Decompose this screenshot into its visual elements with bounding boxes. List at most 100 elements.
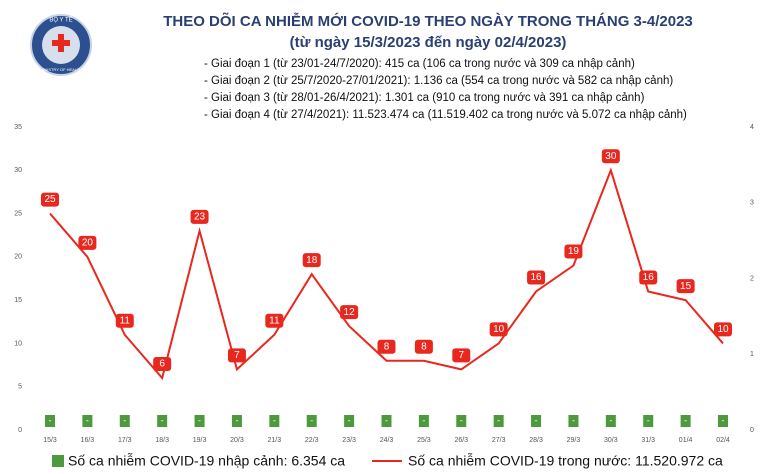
bar [568, 415, 579, 427]
bar [306, 415, 317, 427]
value-label: 8 [421, 341, 427, 352]
value-label-bg [414, 339, 433, 354]
value-label-bg [78, 235, 97, 250]
value-label: 11 [269, 315, 280, 326]
x-tick-label: 17/3 [118, 437, 132, 444]
value-label-bg [227, 348, 246, 363]
y2-tick-label: 3 [750, 200, 754, 207]
y-tick-label: 10 [14, 340, 22, 347]
x-tick-label: 27/3 [492, 437, 506, 444]
legend-label: Số ca nhiễm COVID-19 nhập cảnh: 6.354 ca [68, 453, 345, 469]
value-label: 25 [44, 194, 56, 205]
value-label: - [497, 415, 500, 425]
y2-tick-label: 4 [750, 124, 754, 131]
value-label: - [572, 415, 575, 425]
bar [680, 415, 691, 427]
x-tick-label: 22/3 [305, 437, 319, 444]
value-label-bg [153, 357, 172, 372]
bar [493, 415, 504, 427]
x-tick-label: 20/3 [230, 437, 244, 444]
value-label-bg [601, 149, 620, 164]
value-label-bg [41, 192, 59, 207]
bar [718, 415, 728, 427]
logo-cross [58, 34, 64, 52]
value-label: 7 [234, 350, 240, 361]
chart-title: THEO DÕI CA NHIỄM MỚI COVID-19 THEO NGÀY… [163, 12, 693, 30]
x-tick-label: 19/3 [193, 437, 207, 444]
value-label-bg [527, 270, 546, 285]
value-label: - [123, 415, 126, 425]
x-tick-label: 23/3 [342, 437, 356, 444]
y-tick-label: 5 [18, 384, 22, 391]
bar [82, 415, 93, 427]
y-tick-label: 35 [14, 124, 22, 131]
value-label: - [310, 415, 313, 425]
logo-text: MINISTRY OF HEALTH [40, 67, 82, 72]
value-label: - [49, 415, 52, 425]
y-tick-label: 30 [14, 167, 22, 174]
bar [45, 415, 55, 427]
x-tick-label: 16/3 [81, 437, 95, 444]
x-tick-label: 24/3 [380, 437, 394, 444]
value-label: 20 [82, 237, 94, 248]
x-tick-label: 31/3 [641, 437, 655, 444]
bar [605, 415, 616, 427]
value-label-bg [714, 322, 732, 337]
value-label-bg [489, 322, 508, 337]
value-label: 10 [717, 324, 729, 335]
value-label: - [722, 415, 725, 425]
value-label-bg [115, 313, 134, 328]
value-label-bg [340, 305, 359, 320]
value-label: 30 [605, 151, 617, 162]
x-tick-label: 26/3 [454, 437, 468, 444]
x-tick-label: 01/4 [679, 437, 693, 444]
value-label: - [198, 415, 201, 425]
value-label: - [647, 415, 650, 425]
value-label: - [422, 415, 425, 425]
bar [531, 415, 542, 427]
x-tick-label: 29/3 [567, 437, 581, 444]
value-label: 18 [306, 255, 318, 266]
value-label: - [535, 415, 538, 425]
value-label: 19 [568, 246, 580, 257]
value-label: 11 [120, 315, 131, 326]
value-label: - [460, 415, 463, 425]
value-label: - [684, 415, 687, 425]
x-tick-label: 28/3 [529, 437, 543, 444]
bar [344, 415, 355, 427]
y2-tick-label: 2 [750, 275, 754, 282]
value-label: 6 [159, 359, 165, 370]
bar [231, 415, 242, 427]
chart-subtitle: (từ ngày 15/3/2023 đến ngày 02/4/2023) [290, 34, 567, 51]
value-label: 16 [530, 272, 542, 283]
annotation: - Giai đoạn 3 (từ 28/01-26/4/2021): 1.30… [204, 92, 645, 104]
x-tick-label: 25/3 [417, 437, 431, 444]
legend-swatch [52, 455, 64, 467]
value-label-bg [676, 279, 695, 294]
y-tick-label: 20 [14, 254, 22, 261]
bar [643, 415, 654, 427]
logo: BỘ Y TẾ MINISTRY OF HEALTH [30, 14, 92, 76]
x-tick-label: 02/4 [716, 437, 730, 444]
value-label: - [273, 415, 276, 425]
value-label: 15 [680, 281, 692, 292]
bar [456, 415, 467, 427]
bar [418, 415, 429, 427]
value-label: - [348, 415, 351, 425]
annotation: - Giai đoạn 1 (từ 23/01-24/7/2020): 415 … [204, 58, 635, 70]
y2-tick-label: 0 [750, 427, 754, 434]
logo-text: BỘ Y TẾ [49, 17, 72, 24]
line [49, 167, 724, 381]
value-label-bg [302, 253, 321, 268]
value-label-bg [564, 244, 583, 259]
value-label: 7 [458, 350, 464, 361]
value-label: 8 [384, 341, 390, 352]
value-label-bg [452, 348, 471, 363]
value-label-bg [377, 339, 396, 354]
value-label-bg [265, 313, 284, 328]
value-label: - [609, 415, 612, 425]
x-tick-label: 15/3 [43, 437, 57, 444]
value-label: 12 [344, 307, 356, 318]
bar [157, 415, 168, 427]
